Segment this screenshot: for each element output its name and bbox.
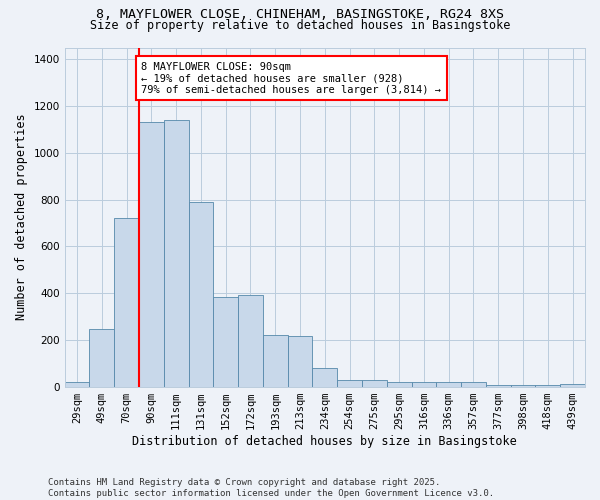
Bar — [461, 382, 486, 386]
Bar — [65, 382, 89, 386]
Text: 8 MAYFLOWER CLOSE: 90sqm
← 19% of detached houses are smaller (928)
79% of semi-: 8 MAYFLOWER CLOSE: 90sqm ← 19% of detach… — [142, 62, 442, 94]
Bar — [362, 380, 387, 386]
Bar — [214, 296, 238, 386]
Bar — [89, 330, 114, 386]
Bar — [114, 218, 139, 386]
Bar — [238, 296, 263, 386]
Bar — [436, 382, 461, 386]
Bar — [337, 380, 362, 386]
Bar — [263, 335, 287, 386]
Bar — [387, 382, 412, 386]
Text: 8, MAYFLOWER CLOSE, CHINEHAM, BASINGSTOKE, RG24 8XS: 8, MAYFLOWER CLOSE, CHINEHAM, BASINGSTOK… — [96, 8, 504, 20]
Bar — [560, 384, 585, 386]
Text: Size of property relative to detached houses in Basingstoke: Size of property relative to detached ho… — [90, 19, 510, 32]
X-axis label: Distribution of detached houses by size in Basingstoke: Distribution of detached houses by size … — [133, 434, 517, 448]
Bar — [313, 368, 337, 386]
Bar — [139, 122, 164, 386]
Y-axis label: Number of detached properties: Number of detached properties — [15, 114, 28, 320]
Text: Contains HM Land Registry data © Crown copyright and database right 2025.
Contai: Contains HM Land Registry data © Crown c… — [48, 478, 494, 498]
Bar — [164, 120, 188, 386]
Bar — [188, 202, 214, 386]
Bar — [412, 382, 436, 386]
Bar — [287, 336, 313, 386]
